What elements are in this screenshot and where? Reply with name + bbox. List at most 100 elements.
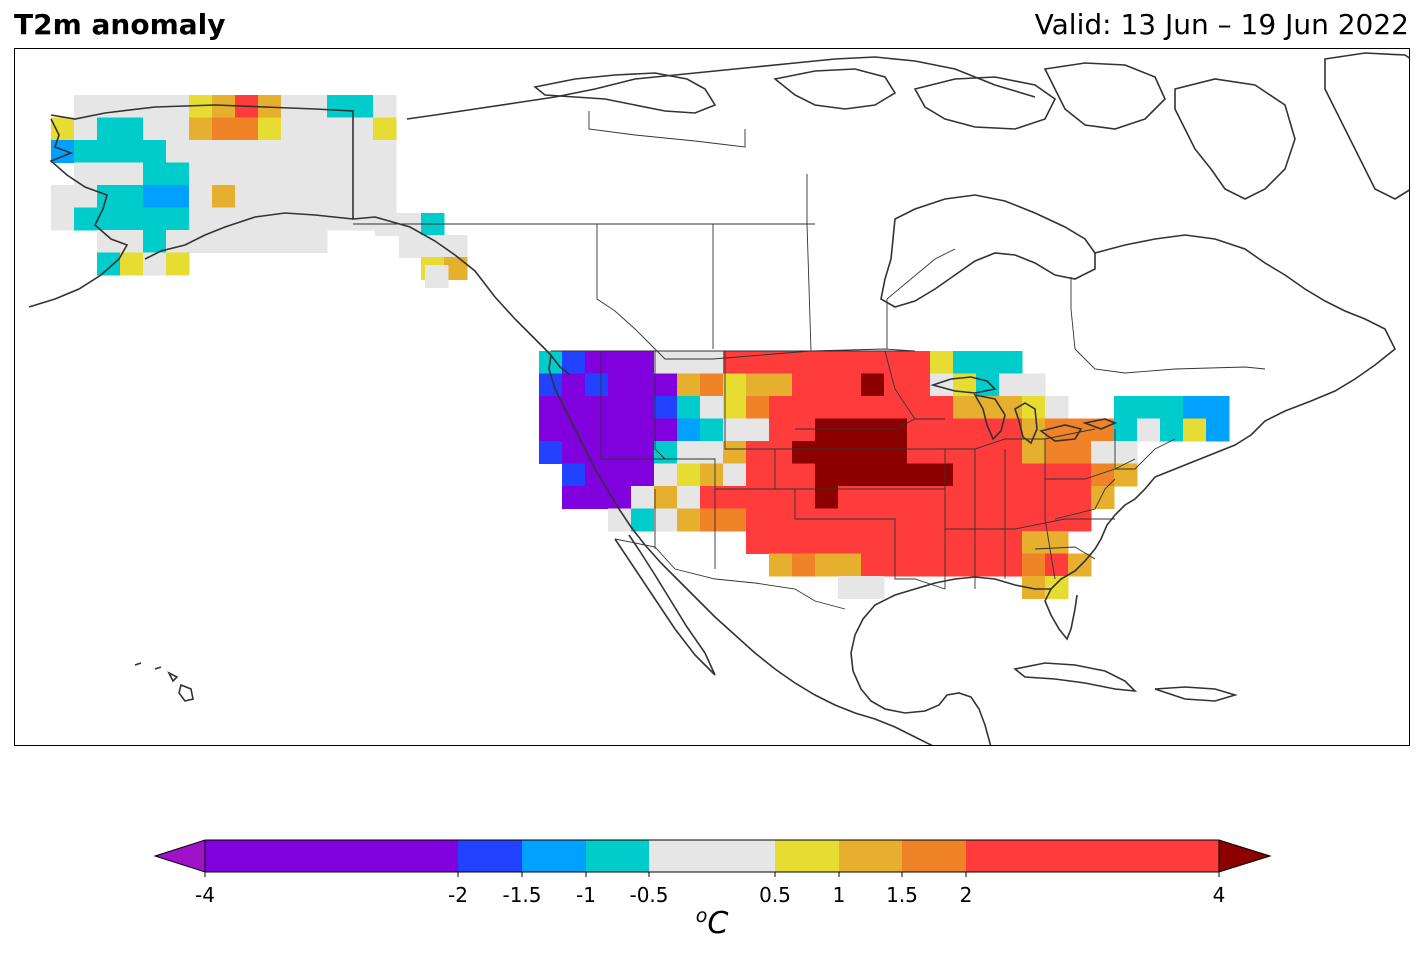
anomaly-cell [350,117,374,141]
anomaly-cell [166,140,190,163]
anomaly-cell [907,373,931,397]
anomaly-cell [608,508,632,532]
anomaly-cell [999,553,1023,577]
anomaly-cell [792,463,816,487]
anomaly-cell [235,185,259,208]
anomaly-cell [1091,441,1115,464]
anomaly-cell [51,140,75,163]
anomaly-cell [281,207,305,231]
anomaly-cell [838,508,862,532]
anomaly-cell [838,576,862,599]
anomaly-cell [120,207,144,231]
anomaly-cell [1091,418,1115,442]
anomaly-cell [907,463,931,487]
anomaly-cell [861,441,885,464]
anomaly-cell [746,441,770,464]
anomaly-cell [999,463,1023,487]
anomaly-cell [631,373,655,397]
anomaly-cell [746,396,770,419]
anomaly-cell [350,185,374,208]
anomaly-cell [976,508,1000,532]
anomaly-cell [907,351,931,374]
anomaly-cell [421,235,445,258]
anomaly-cell [608,418,632,442]
anomaly-cell [1045,576,1069,599]
anomaly-cell [723,373,747,397]
anomaly-cell [212,162,236,186]
anomaly-cell [212,185,236,208]
anomaly-cell [1137,396,1161,419]
anomaly-cell [281,140,305,163]
colorbar-bin [458,840,522,872]
anomaly-cell [930,418,954,442]
anomaly-cell [539,351,563,374]
anomaly-cell [631,441,655,464]
anomaly-cell [1114,396,1138,419]
anomaly-cell [976,486,1000,509]
anomaly-cell [235,230,259,253]
anomaly-cell [1206,396,1230,419]
anomaly-cell [677,486,701,509]
colorbar-bin [966,840,1219,872]
anomaly-cell [281,185,305,208]
anomaly-cell [166,207,190,231]
anomaly-cell [1091,463,1115,487]
anomaly-cell [792,351,816,374]
colorbar-over-triangle [1218,839,1272,873]
anomaly-cell [792,373,816,397]
anomaly-cell [815,441,839,464]
anomaly-cell [585,351,609,374]
anomaly-cell [189,185,213,208]
anomaly-cell [608,396,632,419]
anomaly-cell [1160,396,1184,419]
anomaly-cell [723,396,747,419]
anomaly-cell [953,351,977,374]
anomaly-cell [143,207,167,231]
anomaly-cell [1068,441,1092,464]
anomaly-cell [1183,418,1207,442]
anomaly-cell [51,185,75,208]
anomaly-cell [976,463,1000,487]
anomaly-cell [861,508,885,532]
anomaly-cell [444,257,468,280]
anomaly-cell [327,162,351,186]
anomaly-cell [166,230,190,253]
anomaly-cell [769,486,793,509]
anomaly-cell [373,95,397,118]
anomaly-cell [258,162,282,186]
anomaly-cell [884,396,908,419]
anomaly-cell [281,230,305,253]
anomaly-cell [143,117,167,141]
anomaly-cell [907,486,931,509]
anomaly-cell [189,207,213,231]
anomaly-cell [884,531,908,554]
anomaly-cell [373,117,397,141]
anomaly-cell [608,351,632,374]
anomaly-cell [861,553,885,577]
anomaly-cell [304,207,328,231]
anomaly-cell [212,117,236,141]
anomaly-cell [654,486,678,509]
anomaly-cell [930,486,954,509]
anomaly-cell [1068,463,1092,487]
anomaly-cell [631,508,655,532]
anomaly-cell [792,486,816,509]
anomaly-cell [677,508,701,532]
anomaly-cell [212,95,236,118]
anomaly-cell [861,373,885,397]
anomaly-cell [838,553,862,577]
anomaly-cell [608,373,632,397]
anomaly-cell [1114,463,1138,487]
anomaly-cell [907,396,931,419]
colorbar-tick-label: -4 [195,883,215,907]
anomaly-cell [769,508,793,532]
anomaly-cell [976,373,1000,397]
anomaly-cell [884,463,908,487]
anomaly-cell [189,140,213,163]
colorbar-unit-label: oC [696,905,729,941]
anomaly-cell [999,418,1023,442]
anomaly-cell [327,140,351,163]
anomaly-cell [585,441,609,464]
anomaly-cell [861,396,885,419]
anomaly-cell [1091,486,1115,509]
